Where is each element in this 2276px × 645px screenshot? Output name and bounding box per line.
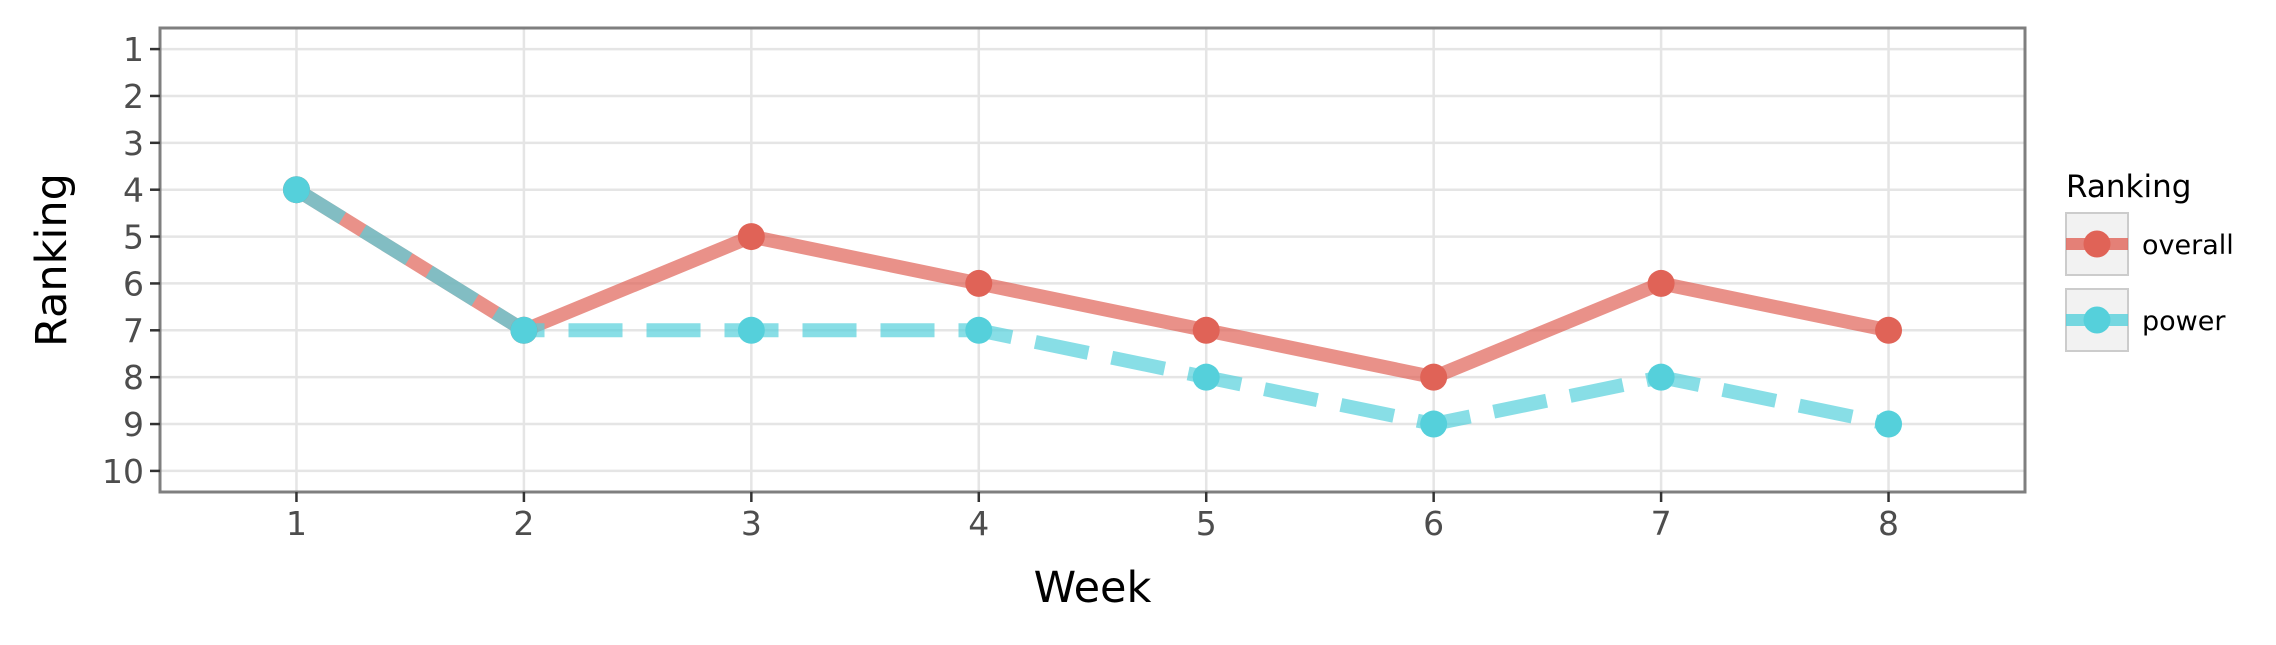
- plot-frame: [158, 26, 2027, 494]
- series: [282, 176, 1903, 438]
- y-tick-label: 6: [123, 264, 144, 303]
- x-tick-label: 7: [1651, 504, 1672, 543]
- x-tick-label: 5: [1196, 504, 1217, 543]
- y-axis-title: Ranking: [27, 173, 77, 347]
- data-point-power: [1647, 363, 1675, 391]
- legend: Ranking overall power: [2065, 169, 2234, 352]
- data-point-overall: [1647, 269, 1675, 297]
- x-tick-label: 6: [1423, 504, 1444, 543]
- y-tick-label: 5: [123, 218, 144, 257]
- x-axis-title: Week: [1034, 563, 1152, 613]
- data-point-overall: [1875, 316, 1903, 344]
- data-point-power: [1420, 410, 1448, 438]
- data-point-power: [737, 316, 765, 344]
- x-tick-label: 1: [286, 504, 307, 543]
- data-point-power: [1875, 410, 1903, 438]
- axes: 1 2 3 4 5 6 7 8 1 2 3 4 5 6 7 8 9 10: [102, 30, 1899, 543]
- legend-label-power: power: [2142, 306, 2226, 337]
- grid: [160, 28, 2025, 492]
- y-tick-label: 1: [123, 30, 144, 69]
- x-tick-label: 3: [741, 504, 762, 543]
- y-tick-label: 10: [102, 452, 144, 491]
- x-tick-label: 2: [513, 504, 534, 543]
- data-point-power: [1192, 363, 1220, 391]
- legend-point-power: [2083, 306, 2111, 334]
- data-point-overall: [1192, 316, 1220, 344]
- y-tick-label: 7: [123, 311, 144, 350]
- y-tick-label: 3: [123, 124, 144, 163]
- x-tick-label: 4: [968, 504, 989, 543]
- x-tick-label: 8: [1878, 504, 1899, 543]
- series-line-overall: [292, 183, 1890, 385]
- y-tick-label: 2: [123, 77, 144, 116]
- legend-point-overall: [2083, 230, 2111, 258]
- data-point-power: [510, 316, 538, 344]
- legend-title: Ranking: [2066, 169, 2191, 205]
- legend-label-overall: overall: [2142, 230, 2234, 261]
- data-point-overall: [965, 269, 993, 297]
- data-point-overall: [737, 223, 765, 251]
- data-point-overall: [1420, 363, 1448, 391]
- y-tick-label: 4: [123, 171, 144, 210]
- y-tick-label: 8: [123, 358, 144, 397]
- data-point-power: [965, 316, 993, 344]
- data-point-power: [282, 176, 310, 204]
- y-tick-label: 9: [123, 405, 144, 444]
